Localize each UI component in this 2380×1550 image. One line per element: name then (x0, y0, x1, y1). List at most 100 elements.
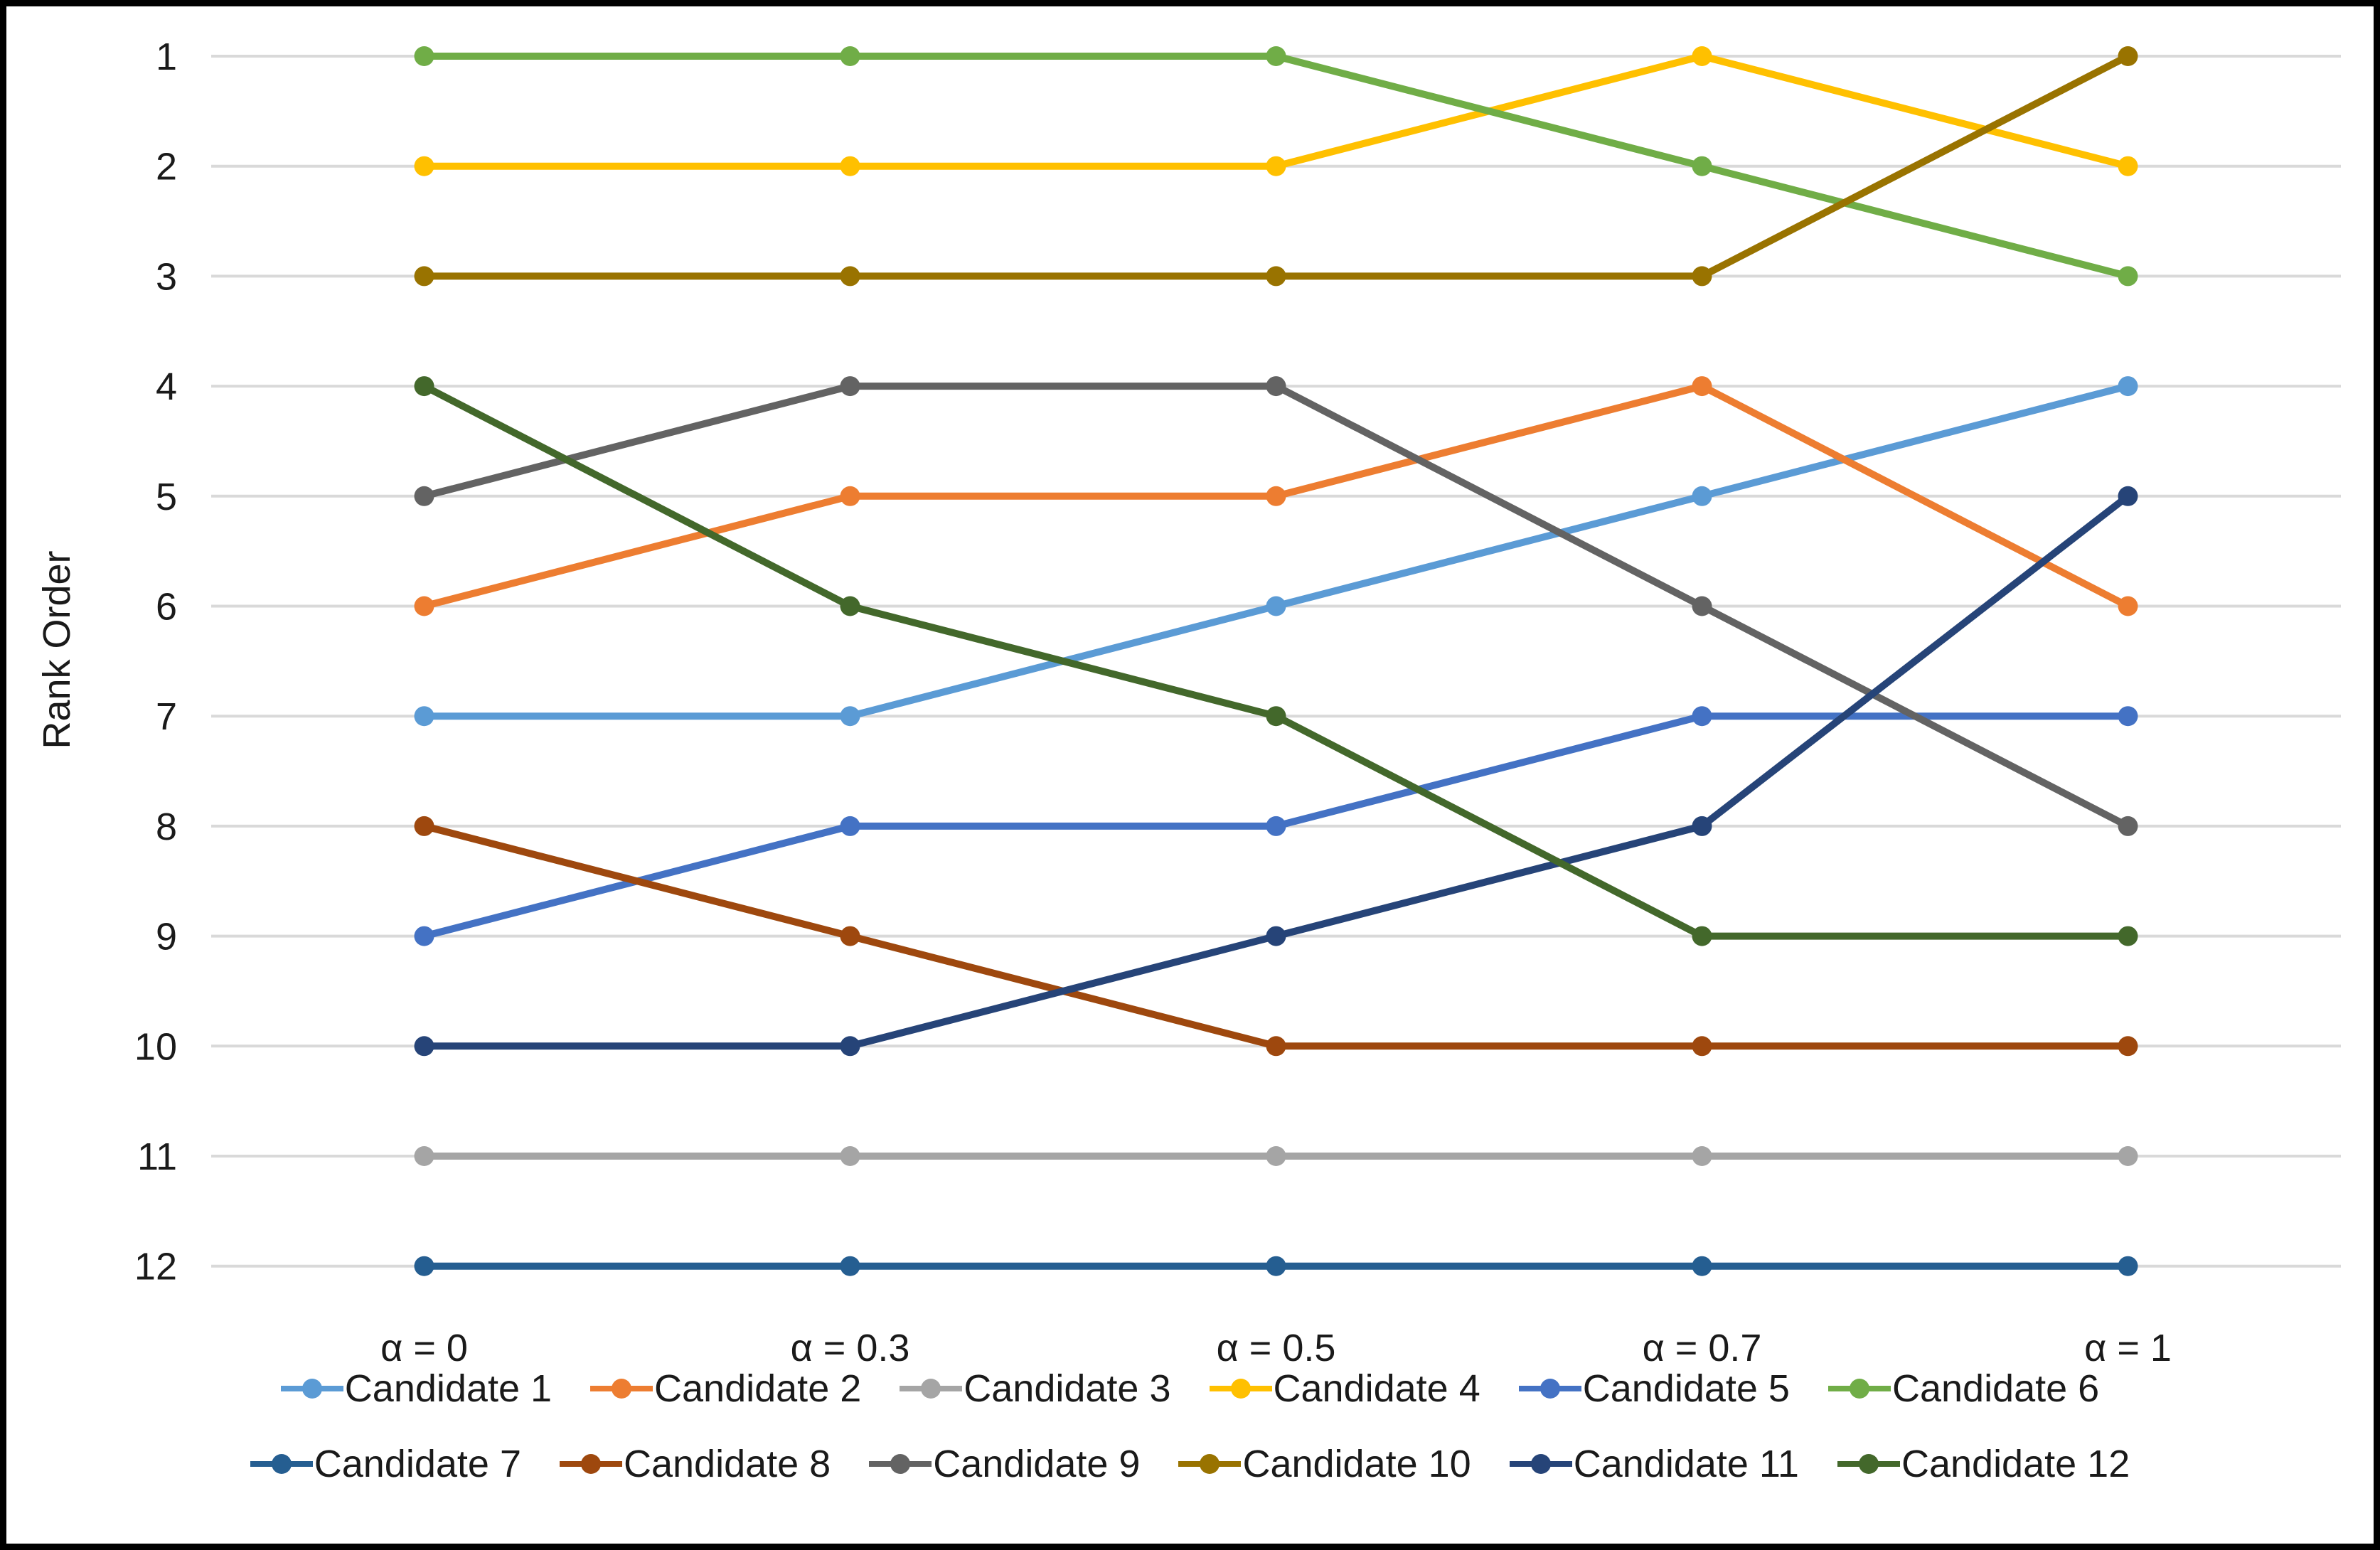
series-12-marker-2 (1266, 706, 1286, 727)
series-8-marker-2 (1266, 1036, 1286, 1057)
series-3-marker-3 (1692, 1146, 1712, 1166)
y-tick-label-1: 1 (156, 36, 177, 78)
legend-row-2: Candidate 7 Candidate 8 Candidate 9 Candida… (250, 1431, 2130, 1497)
series-11-marker-1 (840, 1036, 860, 1057)
legend-key-icon (250, 1453, 313, 1475)
x-tick-label-2: α = 0.5 (1217, 1327, 1336, 1369)
legend-key-dot (271, 1454, 292, 1474)
y-tick-label-3: 3 (156, 255, 177, 298)
series-10-marker-1 (840, 266, 860, 287)
legend-key-icon (280, 1378, 343, 1399)
series-6-marker-4 (2118, 266, 2138, 287)
series-8-marker-4 (2118, 1036, 2138, 1057)
legend-key-dot (1530, 1454, 1551, 1474)
legend-label: Candidate 9 (933, 1443, 1141, 1485)
legend-key-dot (612, 1379, 632, 1399)
legend-key-icon (1178, 1453, 1242, 1475)
y-tick-label-5: 5 (156, 476, 177, 518)
series-9-marker-4 (2118, 816, 2138, 836)
legend-key-icon (559, 1453, 622, 1475)
series-7-marker-3 (1692, 1256, 1712, 1276)
series-8-marker-3 (1692, 1036, 1712, 1057)
legend-item-10: Candidate 10 (1178, 1442, 1471, 1486)
legend-label: Candidate 11 (1573, 1443, 1799, 1485)
legend-key-dot (890, 1454, 911, 1474)
y-tick-label-11: 11 (137, 1135, 177, 1178)
series-4-marker-0 (414, 156, 434, 176)
series-5-marker-4 (2118, 706, 2138, 727)
legend-label: Candidate 5 (1582, 1367, 1790, 1410)
series-1-marker-0 (414, 706, 434, 727)
legend-item-11: Candidate 11 (1509, 1442, 1799, 1486)
x-tick-label-4: α = 1 (2084, 1327, 2172, 1369)
legend-key-icon (1518, 1378, 1581, 1399)
legend-item-6: Candidate 6 (1827, 1367, 2100, 1411)
y-tick-label-6: 6 (156, 586, 177, 629)
legend-key-dot (921, 1379, 941, 1399)
series-2-marker-4 (2118, 596, 2138, 616)
series-4-marker-3 (1692, 46, 1712, 66)
series-5-marker-2 (1266, 816, 1286, 836)
x-tick-label-0: α = 0 (380, 1327, 468, 1369)
series-5-marker-1 (840, 816, 860, 836)
series-11-marker-0 (414, 1036, 434, 1057)
legend-label: Candidate 1 (344, 1367, 553, 1410)
legend-label: Candidate 6 (1891, 1367, 2100, 1410)
series-5-marker-3 (1692, 706, 1712, 727)
legend-label: Candidate 7 (314, 1443, 521, 1485)
series-6-marker-3 (1692, 156, 1712, 176)
series-2-marker-0 (414, 596, 434, 616)
y-tick-label-4: 4 (156, 365, 177, 408)
series-9-marker-2 (1266, 376, 1286, 397)
legend-key-icon (1837, 1453, 1900, 1475)
series-4-marker-2 (1266, 156, 1286, 176)
series-7-marker-2 (1266, 1256, 1286, 1276)
series-2-marker-3 (1692, 376, 1712, 397)
series-1-marker-3 (1692, 486, 1712, 506)
legend-item-7: Candidate 7 (250, 1442, 521, 1486)
legend-key-icon (1509, 1453, 1572, 1475)
series-line-12 (420, 383, 2132, 940)
legend-item-4: Candidate 4 (1209, 1367, 1480, 1411)
series-7-marker-4 (2118, 1256, 2138, 1276)
series-11-marker-3 (1692, 816, 1712, 836)
series-6-marker-1 (840, 46, 860, 66)
y-tick-label-12: 12 (134, 1246, 177, 1288)
legend-row-1: Candidate 1 Candidate 2 Candidate 3 Candida… (280, 1356, 2100, 1421)
series-6-marker-0 (414, 46, 434, 66)
series-12-marker-3 (1692, 926, 1712, 946)
legend-key-dot (1858, 1454, 1879, 1474)
y-tick-label-2: 2 (156, 146, 177, 188)
series-1-marker-1 (840, 706, 860, 727)
legend-key-dot (1849, 1379, 1869, 1399)
legend-item-9: Candidate 9 (869, 1442, 1140, 1486)
legend-key-icon (869, 1453, 932, 1475)
series-5-marker-0 (414, 926, 434, 946)
series-6-marker-2 (1266, 46, 1286, 66)
series-2-marker-1 (840, 486, 860, 506)
series-9-marker-3 (1692, 596, 1712, 616)
series-9-marker-1 (840, 376, 860, 397)
legend-key-dot (1539, 1379, 1560, 1399)
legend-item-12: Candidate 12 (1837, 1442, 2130, 1486)
legend-label: Candidate 12 (1901, 1443, 2130, 1485)
series-line-1 (420, 383, 2132, 720)
series-12-marker-4 (2118, 926, 2138, 946)
y-tick-label-10: 10 (134, 1025, 177, 1068)
series-7-marker-1 (840, 1256, 860, 1276)
series-line-4 (420, 53, 2132, 170)
series-7-marker-0 (414, 1256, 434, 1276)
legend-key-icon (1209, 1378, 1272, 1399)
series-10-marker-2 (1266, 266, 1286, 287)
legend-label: Candidate 3 (964, 1367, 1171, 1410)
y-tick-label-8: 8 (156, 806, 177, 848)
legend-item-1: Candidate 1 (280, 1367, 553, 1411)
series-12-marker-0 (414, 376, 434, 397)
legend-key-icon (1827, 1378, 1891, 1399)
series-line-11 (420, 492, 2132, 1050)
legend-label: Candidate 8 (623, 1443, 831, 1485)
series-3-marker-1 (840, 1146, 860, 1166)
legend-key-dot (1230, 1379, 1251, 1399)
